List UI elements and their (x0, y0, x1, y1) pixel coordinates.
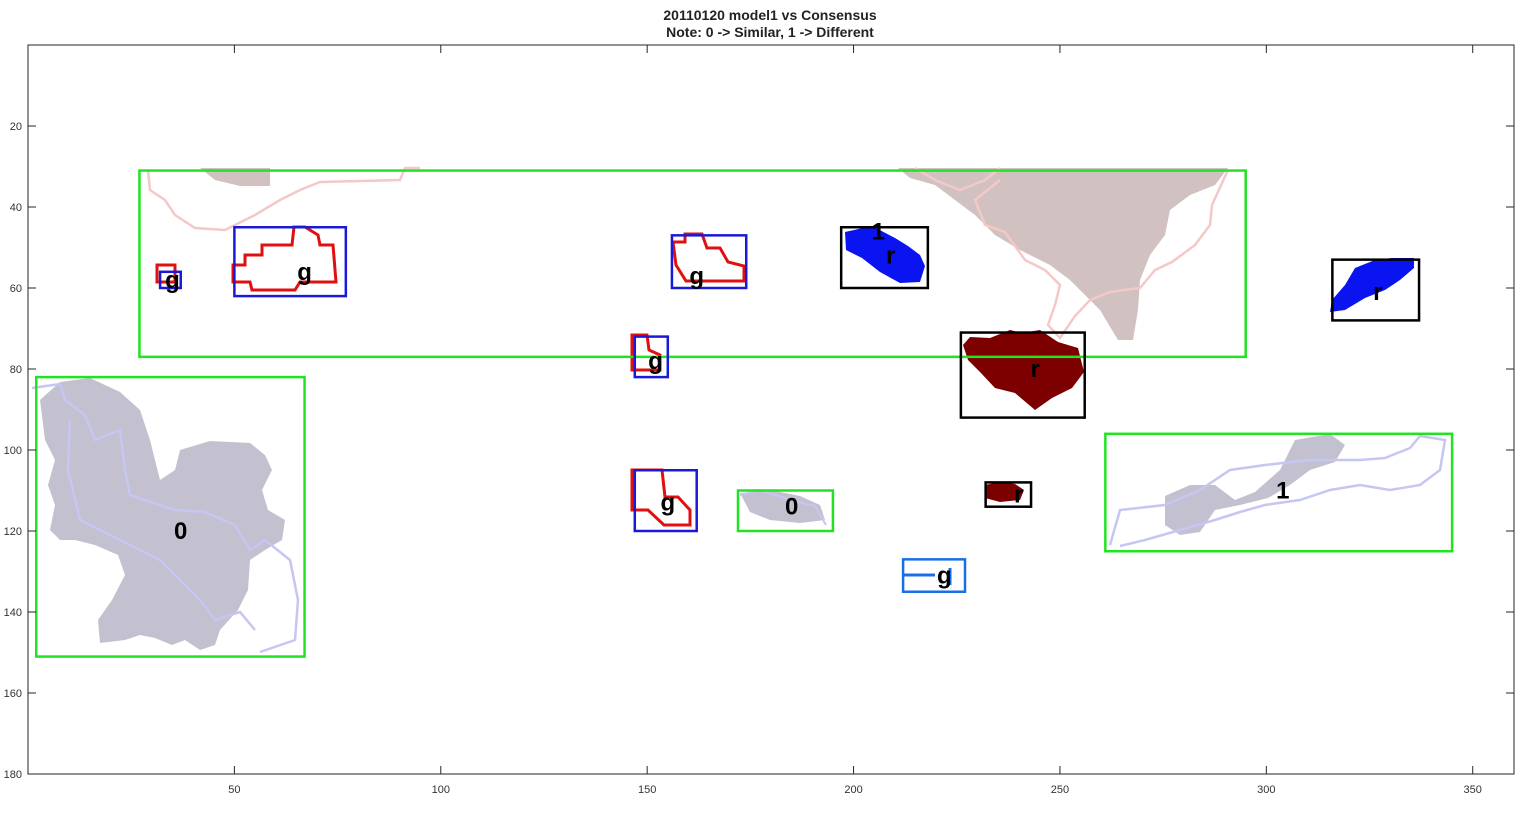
region-box-green (138, 169, 1247, 359)
x-tick-label: 50 (228, 784, 240, 796)
darkred-fill-1 (963, 330, 1084, 410)
pinkgray-blob-top (898, 168, 1228, 340)
region-label: g (648, 348, 663, 375)
region-label: g (165, 267, 180, 294)
gray-blob-small (740, 490, 825, 523)
lavender-outline-left (31, 382, 300, 654)
region-box-black (984, 481, 1033, 508)
red-outline-shape-2 (155, 263, 177, 284)
region-label: g (937, 563, 952, 590)
red-outline-shape-3 (671, 232, 746, 283)
region-box-green (35, 375, 306, 658)
region-box-blue (633, 469, 698, 533)
region-box-black (1331, 258, 1421, 322)
y-tick-label: 180 (4, 769, 22, 781)
background-shapes (31, 166, 1447, 654)
region-box-black (839, 226, 930, 290)
region-label: r (1031, 356, 1040, 383)
region-label: 0 (785, 494, 798, 521)
region-label: g (297, 259, 312, 286)
region-label: 1 (872, 218, 885, 245)
chart-subtitle: Note: 0 -> Similar, 1 -> Different (666, 24, 874, 40)
x-tick-label: 200 (844, 784, 862, 796)
region-label: r (1014, 482, 1023, 509)
region-boxes (35, 169, 1454, 658)
region-box-blue (670, 234, 748, 290)
lightblue-outline (902, 568, 952, 585)
region-label: 0 (174, 518, 187, 545)
gray-blob-left (40, 378, 285, 650)
region-box-green (736, 489, 835, 533)
y-tick-label: 160 (4, 688, 22, 700)
x-axis: 50 100 150 200 250 300 350 (228, 45, 1482, 796)
x-tick-label: 150 (638, 784, 656, 796)
region-label: g (660, 490, 675, 517)
y-tick-label: 100 (4, 445, 22, 457)
region-box-blue (233, 226, 348, 298)
y-tick-label: 60 (10, 283, 22, 295)
red-outline-shape-1 (231, 225, 338, 292)
y-tick-label: 40 (10, 202, 22, 214)
region-label: r (1373, 279, 1382, 306)
y-tick-label: 20 (10, 121, 22, 133)
chart-title: 20110120 model1 vs Consensus (663, 7, 876, 23)
y-tick-label: 120 (4, 526, 22, 538)
y-tick-label: 80 (10, 364, 22, 376)
red-outline-shape-5 (630, 468, 692, 527)
darkred-fill-2 (985, 482, 1024, 502)
x-tick-label: 250 (1051, 784, 1069, 796)
blue-fill-1 (845, 226, 925, 283)
x-tick-label: 350 (1464, 784, 1482, 796)
lavender-outline-right (1108, 434, 1447, 548)
region-box-green (1104, 432, 1454, 553)
region-label: 1 (1276, 478, 1289, 505)
region-box-blue (158, 270, 182, 290)
pinkgray-blob-top-small (200, 168, 270, 186)
region-box-blue (633, 335, 670, 379)
region-box-black (959, 331, 1086, 419)
axes-frame (27, 44, 1515, 775)
x-tick-label: 100 (432, 784, 450, 796)
pink-outline-top (146, 166, 1230, 341)
gray-blob-right (1165, 434, 1345, 535)
region-label: r (886, 243, 895, 270)
x-tick-label: 300 (1257, 784, 1275, 796)
region-label: g (689, 263, 704, 290)
y-tick-label: 140 (4, 607, 22, 619)
region-box-lightblue (901, 558, 967, 593)
blue-fill-2 (1330, 258, 1414, 312)
